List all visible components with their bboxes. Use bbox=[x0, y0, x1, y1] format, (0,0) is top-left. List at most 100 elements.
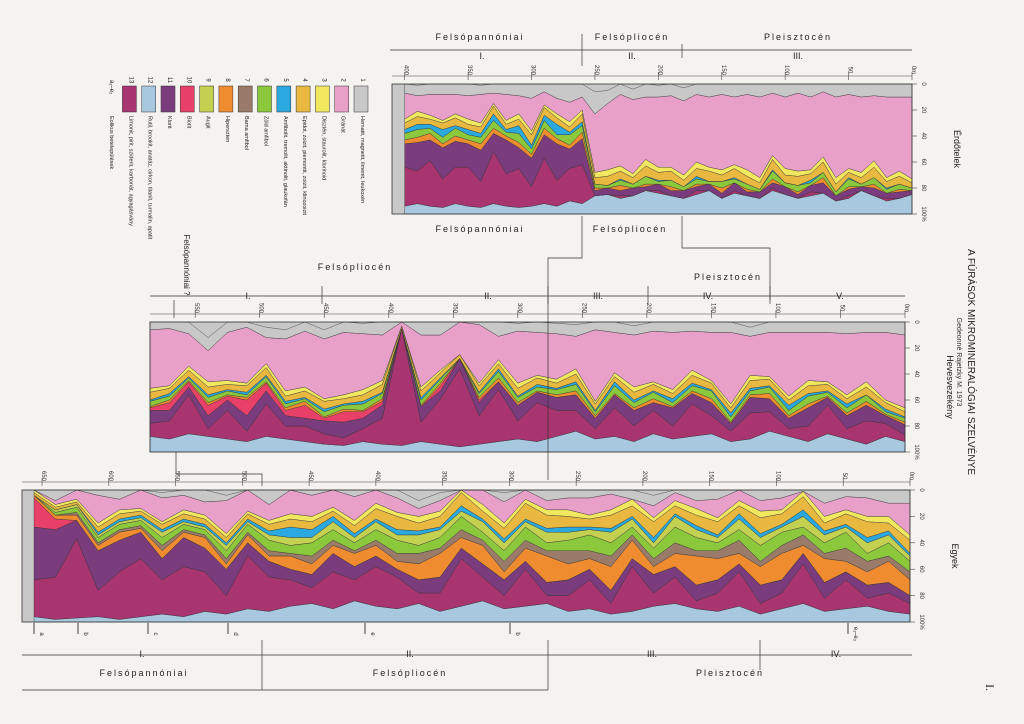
legend-item-number: 9 bbox=[205, 78, 211, 82]
legend-swatch bbox=[218, 85, 234, 113]
depth-tick-label: 550 bbox=[193, 303, 199, 314]
stratigraphy-annotations: Felsópannóniai Felsópliocén Pleisztocén I. I… bbox=[22, 32, 912, 691]
legend-item-number: 5 bbox=[282, 78, 288, 82]
correlation-line bbox=[175, 452, 263, 486]
depth-tick-label: 200 bbox=[641, 471, 647, 482]
roman-label: III. bbox=[647, 649, 657, 659]
depth-tick-label: 50 bbox=[838, 305, 844, 312]
legend-item-13: 13 Limonit, pirit, sziderit, karbonát, ag… bbox=[122, 77, 137, 226]
legend-item-label: Hiperszten bbox=[224, 116, 230, 142]
legend-swatch bbox=[141, 85, 156, 113]
depth-tick-label: 400 bbox=[403, 65, 409, 76]
legend-item-number: 10 bbox=[185, 77, 191, 84]
legend-swatch bbox=[315, 85, 330, 113]
unit-label-felsopliocen-3: Felsópliocén bbox=[373, 668, 448, 678]
unit-label-felsopannoniai: Felsópannóniai bbox=[435, 32, 524, 42]
depth-tick-label: 50 bbox=[847, 67, 853, 74]
eolic-marker-label: c bbox=[152, 633, 158, 636]
plate-number: I. bbox=[983, 684, 997, 691]
depth-tick-label: 200 bbox=[645, 303, 651, 314]
roman-label: I. bbox=[479, 51, 484, 61]
legend-item-8: 8 Hiperszten bbox=[218, 78, 234, 142]
depth-tick-label: 300 bbox=[507, 471, 513, 482]
percent-tick-label: 100% bbox=[913, 444, 919, 460]
depth-tick-label: 350 bbox=[466, 65, 472, 76]
unit-label-pleisztocen: Pleisztocén bbox=[764, 32, 832, 42]
roman-label: III. bbox=[793, 51, 803, 61]
depth-tick-label: 350 bbox=[441, 471, 447, 482]
percent-tick-label: 0 bbox=[920, 82, 926, 86]
legend-item-number: 4 bbox=[301, 78, 307, 82]
chart-panels: 0m50100150200250300350400020406080100%Ér… bbox=[21, 65, 962, 630]
figure-subtitle: Gedeonné Rajetzky M. 1973 bbox=[955, 318, 962, 407]
roman-label: V. bbox=[836, 291, 844, 301]
legend-footnote-text: Eolikus betelepülések bbox=[108, 116, 114, 169]
percent-tick-label: 20 bbox=[920, 107, 926, 114]
legend-swatch bbox=[276, 85, 292, 113]
roman-label: I. bbox=[245, 291, 250, 301]
legend-item-label: Gránát bbox=[340, 116, 346, 133]
eolic-marker bbox=[509, 622, 511, 634]
depth-tick-label: 450 bbox=[307, 471, 313, 482]
legend: 1 Hematit, magnetit, ilmenit, leukoxén 2 Gr… bbox=[108, 77, 369, 240]
roman-label: IV. bbox=[703, 291, 713, 301]
legend-item-12: 12 Rutil, brookit, anatáz, cirkon, titani… bbox=[141, 77, 156, 240]
eolic-marker bbox=[147, 622, 149, 634]
legend-item-label: Klorit bbox=[166, 116, 172, 129]
roman-label: III. bbox=[593, 291, 603, 301]
depth-tick-label: 150 bbox=[709, 303, 715, 314]
legend-item-label: Hematit, magnetit, ilmenit, leukoxén bbox=[359, 116, 365, 203]
chart-panel-2: 0m 50 100 150 200 250 300 350 400 450 500 550 0 20 40 6… bbox=[149, 303, 955, 460]
depth-tick-label: 50 bbox=[841, 473, 847, 480]
legend-swatch bbox=[199, 85, 214, 113]
unit-label-pleisztocen-3: Pleisztocén bbox=[696, 668, 764, 678]
unit-label-felsopannoniai-lower: Felsópannóniai bbox=[435, 224, 524, 234]
percent-tick-label: 60 bbox=[920, 159, 926, 166]
well-name: Egyek bbox=[950, 543, 960, 569]
unit-label-felsopliocen-lower: Felsópliocén bbox=[593, 224, 668, 234]
legend-swatch bbox=[180, 85, 195, 113]
legend-item-label: Limonit, pirit, sziderit, karbonát, agya… bbox=[127, 116, 133, 226]
figure-title-block: A FÚRÁSOK MIKROMINERALÓGIAI SZELVÉNYE Ge… bbox=[955, 249, 978, 475]
roman-label: I. bbox=[139, 649, 144, 659]
legend-item-label: Rutil, brookit, anatáz, cirkon, titanit,… bbox=[147, 116, 153, 240]
legend-swatch bbox=[122, 85, 137, 113]
depth-tick-label: 200 bbox=[656, 65, 662, 76]
percent-tick-label: 100% bbox=[918, 614, 924, 630]
legend-item-number: 6 bbox=[263, 78, 269, 82]
depth-tick-label: 300 bbox=[530, 65, 536, 76]
legend-item-label: Biotit bbox=[185, 116, 191, 129]
legend-item-label: Barna amfibol bbox=[243, 116, 249, 150]
eolic-marker bbox=[77, 622, 79, 634]
legend-item-number: 11 bbox=[166, 77, 172, 84]
eolic-marker bbox=[364, 622, 366, 634]
figure-title: A FÚRÁSOK MIKROMINERALÓGIAI SZELVÉNYE bbox=[965, 249, 978, 475]
percent-tick-label: 0 bbox=[913, 320, 919, 324]
unit-label-felsopliocen-2: Felsópliocén bbox=[318, 262, 393, 272]
legend-item-number: 13 bbox=[127, 77, 133, 84]
percent-tick-label: 20 bbox=[913, 345, 919, 352]
unit-label-pleisztocen-2: Pleisztocén bbox=[694, 272, 762, 282]
percent-tick-label: 40 bbox=[913, 371, 919, 378]
legend-swatch bbox=[160, 85, 176, 113]
depth-tick-label: 100 bbox=[783, 65, 789, 76]
roman-label: II. bbox=[484, 291, 492, 301]
legend-item-9: 9 Augit bbox=[199, 78, 214, 129]
legend-item-5: 5 Amfibolit, tremolit, aktinolit, glaukof… bbox=[276, 78, 292, 207]
eolic-marker-label: e bbox=[369, 632, 375, 636]
correlation-line bbox=[547, 242, 583, 480]
unit-label-felsopannoniai-q: Felsópannóniai ? bbox=[182, 235, 191, 296]
depth-tick-label: 550 bbox=[174, 471, 180, 482]
legend-item-4: 4 Epidot, zoizit, piemontit, zoizit, klin… bbox=[295, 78, 311, 216]
chart-panel-3: 0m50100150200250300350400450500550600650… bbox=[21, 471, 960, 630]
legend-item-2: 2 Gránát bbox=[334, 78, 349, 133]
well-name: Érdőtelek bbox=[952, 130, 962, 169]
percent-tick-label: 40 bbox=[920, 133, 926, 140]
depth-tick-label: 650 bbox=[40, 471, 46, 482]
legend-item-10: 10 Biotit bbox=[180, 77, 195, 129]
roman-label: II. bbox=[628, 51, 636, 61]
percent-tick-label: 60 bbox=[913, 397, 919, 404]
depth-tick-label: 450 bbox=[322, 303, 328, 314]
depth-tick-label: 300 bbox=[516, 303, 522, 314]
